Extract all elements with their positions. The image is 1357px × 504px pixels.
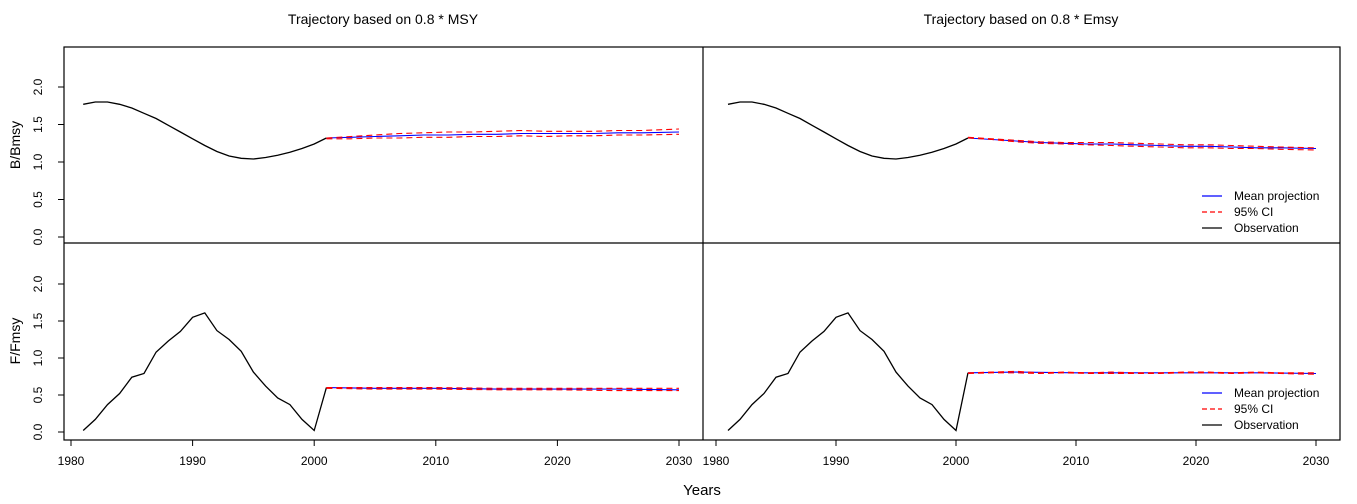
series-ci-line <box>967 372 1317 375</box>
series-obs-line <box>727 312 969 432</box>
legend-label-mean: Mean projection <box>1234 386 1319 400</box>
y-tick-label: 0.0 <box>31 423 45 440</box>
panel-top-left: 0.0 0.5 1.0 1.5 2.0 <box>31 78 680 245</box>
x-tick-label: 2010 <box>1063 454 1090 468</box>
y-tick-label: 2.0 <box>31 78 45 95</box>
x-tick-label: 1990 <box>823 454 850 468</box>
x-tick-label: 1980 <box>58 454 85 468</box>
legend-label-ci: 95% CI <box>1234 205 1273 219</box>
series-ci-line <box>326 387 679 389</box>
y-axis-label-top: B/Bmsy <box>7 121 23 169</box>
series-mean-line <box>967 371 1317 375</box>
y-tick-label: 1.5 <box>31 312 45 329</box>
legend-label-obs: Observation <box>1234 221 1299 235</box>
x-tick-label: 1990 <box>179 454 206 468</box>
y-axis-label-bottom: F/Fmsy <box>7 318 23 365</box>
x-axis-label: Years <box>683 482 721 499</box>
series-ci-line <box>967 137 1317 151</box>
y-tick-label: 0.5 <box>31 191 45 208</box>
series-mean-line <box>967 137 1317 150</box>
x-tick-label: 2010 <box>422 454 449 468</box>
panel-title-right: Trajectory based on 0.8 * Emsy <box>924 11 1119 27</box>
series-ci-line <box>967 136 1317 149</box>
series-mean-line <box>326 387 680 391</box>
legend-label-mean: Mean projection <box>1234 189 1319 203</box>
y-tick-label: 0.5 <box>31 386 45 403</box>
legend-label-ci: 95% CI <box>1234 402 1273 416</box>
series-ci-line <box>326 387 679 392</box>
panel-top-right <box>727 101 1317 160</box>
panel-bottom-right: 1980 1990 2000 2010 2020 2030 <box>703 312 1330 468</box>
series-obs-line <box>727 101 969 160</box>
series-ci-line <box>326 128 680 139</box>
x-tick-label: 2020 <box>1183 454 1210 468</box>
x-tick-label: 1980 <box>703 454 730 468</box>
legend-bottom: Mean projection 95% CI Observation <box>1202 386 1319 432</box>
series-ci-line <box>326 133 680 140</box>
y-tick-label: 1.5 <box>31 116 45 133</box>
y-tick-label: 1.0 <box>31 349 45 366</box>
legend-top: Mean projection 95% CI Observation <box>1202 189 1319 235</box>
y-tick-label: 1.0 <box>31 153 45 170</box>
series-obs-line <box>83 101 327 160</box>
x-tick-label: 2000 <box>301 454 328 468</box>
y-tick-label: 0.0 <box>31 228 45 245</box>
legend-label-obs: Observation <box>1234 418 1299 432</box>
panels-layer: 0.0 0.5 1.0 1.5 2.0 0.0 0.5 1.0 1.5 2.0 1980 1990 20… <box>31 78 1330 468</box>
x-tick-label: 2020 <box>544 454 571 468</box>
panel-borders <box>63 46 1341 441</box>
x-tick-label: 2030 <box>1303 454 1330 468</box>
series-obs-line <box>82 312 328 432</box>
series-ci-line <box>967 370 1316 374</box>
x-tick-label: 2000 <box>943 454 970 468</box>
y-tick-label: 2.0 <box>31 275 45 292</box>
series-mean-line <box>326 131 680 139</box>
x-tick-label: 2030 <box>666 454 693 468</box>
panel-title-left: Trajectory based on 0.8 * MSY <box>288 11 479 27</box>
panel-bottom-left: 0.0 0.5 1.0 1.5 2.0 1980 1990 2000 2010 2020 2030 <box>31 275 693 468</box>
